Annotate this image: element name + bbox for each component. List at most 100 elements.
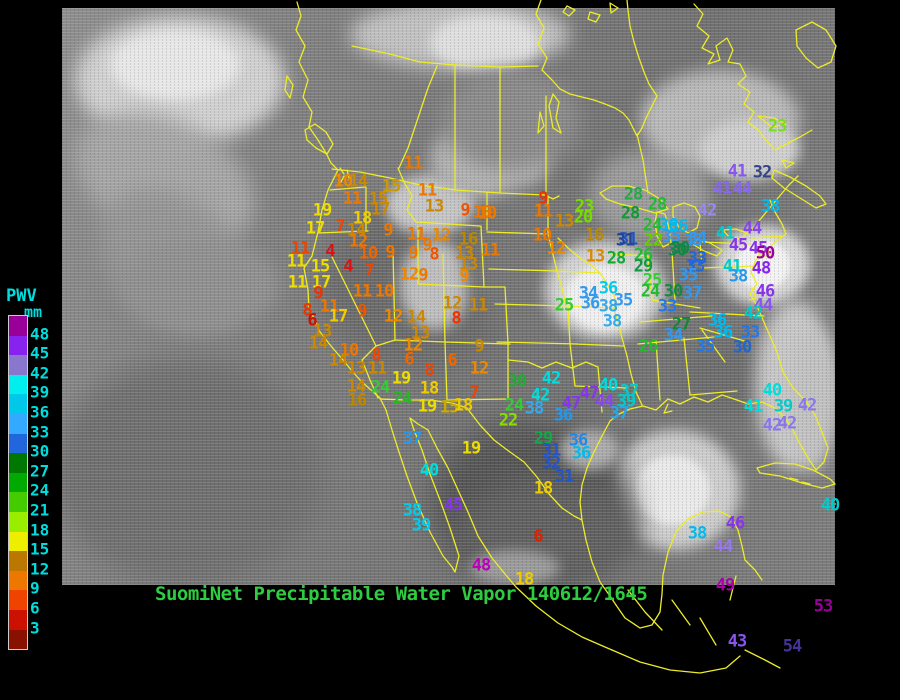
station-value: 36 [668,216,689,237]
legend-label: 33 [30,422,50,442]
florida-keys [789,477,811,485]
station-value: 41 [712,178,733,199]
station-value: 12 [442,293,463,314]
station-value: 42 [541,368,562,389]
long-island [757,249,771,258]
station-value: 42 [762,415,783,436]
nova-scotia [771,169,827,209]
station-value: 8 [424,360,434,381]
station-value: 15 [439,397,460,418]
station-value: 32 [752,162,773,183]
station-value: 16 [584,225,605,246]
station-value: 22 [643,230,664,251]
legend-segment [9,316,27,336]
station-value: 6 [307,310,317,331]
station-value: 44 [713,536,734,557]
station-value: 35 [695,336,716,357]
station-value: 9 [538,188,548,209]
mississippi-delta [663,403,673,414]
station-value: 42 [777,413,798,434]
station-value: 15 [381,176,402,197]
legend-segment [9,374,27,395]
anticosti-island [757,115,787,128]
station-value: 41 [727,161,748,182]
station-value: 9 [418,265,428,286]
station-value: 29 [533,428,554,449]
station-value: 34 [687,228,708,249]
state-borders-west [317,167,511,401]
station-value: 35 [661,226,682,247]
station-value: 13 [554,211,575,232]
station-value: 9 [385,242,395,263]
station-value: 19 [391,368,412,389]
atlantic-coastline [736,199,829,471]
station-value: 41 [722,256,743,277]
hudson-bay [535,0,658,137]
legend-label: 21 [30,500,50,520]
legend-color-bar [8,315,28,651]
lake-huron [672,202,701,234]
station-value: 26 [633,245,654,266]
station-value: 8 [429,244,439,265]
legend-label: 36 [30,402,50,422]
station-value: 11 [403,153,424,174]
station-value: 11 [290,238,311,259]
station-value: 17 [328,306,349,327]
station-value: 38 [598,296,619,317]
cloud-blob [735,240,790,290]
station-value: 18 [533,478,554,499]
state-borders-plains [486,195,629,413]
station-value: 15 [368,189,389,210]
legend-label: 24 [30,480,50,500]
station-value: 8 [371,345,381,366]
station-value: 11 [417,180,438,201]
station-value: 18 [419,378,440,399]
station-value: 14 [346,376,367,397]
legend-unit: mm [24,303,43,321]
station-value: 46 [725,513,746,534]
station-value: 31 [554,466,575,487]
station-value: 36 [658,215,679,236]
station-value: 9 [474,336,484,357]
station-value: 13 [346,358,367,379]
station-value: 45 [443,495,464,516]
map-title: SuomiNet Precipitable Water Vapor 140612… [155,583,648,605]
mexico-state-borders [627,575,737,646]
station-value: 25 [642,270,663,291]
station-value: 38 [728,266,749,287]
station-value: 40 [598,375,619,396]
lake-michigan [654,211,672,248]
cloud-blob [120,240,280,330]
legend-segment [9,590,27,610]
station-value: 14 [328,350,349,371]
station-value: 23 [574,196,595,217]
station-value: 48 [471,555,492,576]
legend-label: 30 [30,441,50,461]
station-value: 36 [598,278,619,299]
station-value: 9 [422,235,432,256]
station-value: 14 [406,307,427,328]
station-value: 23 [767,116,788,137]
station-value: 24 [504,395,525,416]
lake-ontario [722,228,748,240]
station-value: 44 [732,178,753,199]
station-value: 12 [383,306,404,327]
legend-label: 48 [30,324,50,344]
legend-segment [9,531,27,552]
station-value: 12 [431,225,452,246]
satellite-imagery [62,8,835,585]
station-value: 12 [469,358,490,379]
legend-segment [9,551,27,571]
station-value: 49 [715,575,736,596]
station-value: 25 [554,295,575,316]
station-value: 33 [687,248,708,269]
station-value: 19 [312,200,333,221]
station-value: 33 [657,296,678,317]
station-value: 11 [367,358,388,379]
newfoundland [795,21,837,69]
image-noise [62,8,835,585]
legend-segment [9,629,27,650]
legend-label: 6 [30,598,40,618]
arctic-islands [562,2,619,23]
station-value: 12 [348,231,369,252]
